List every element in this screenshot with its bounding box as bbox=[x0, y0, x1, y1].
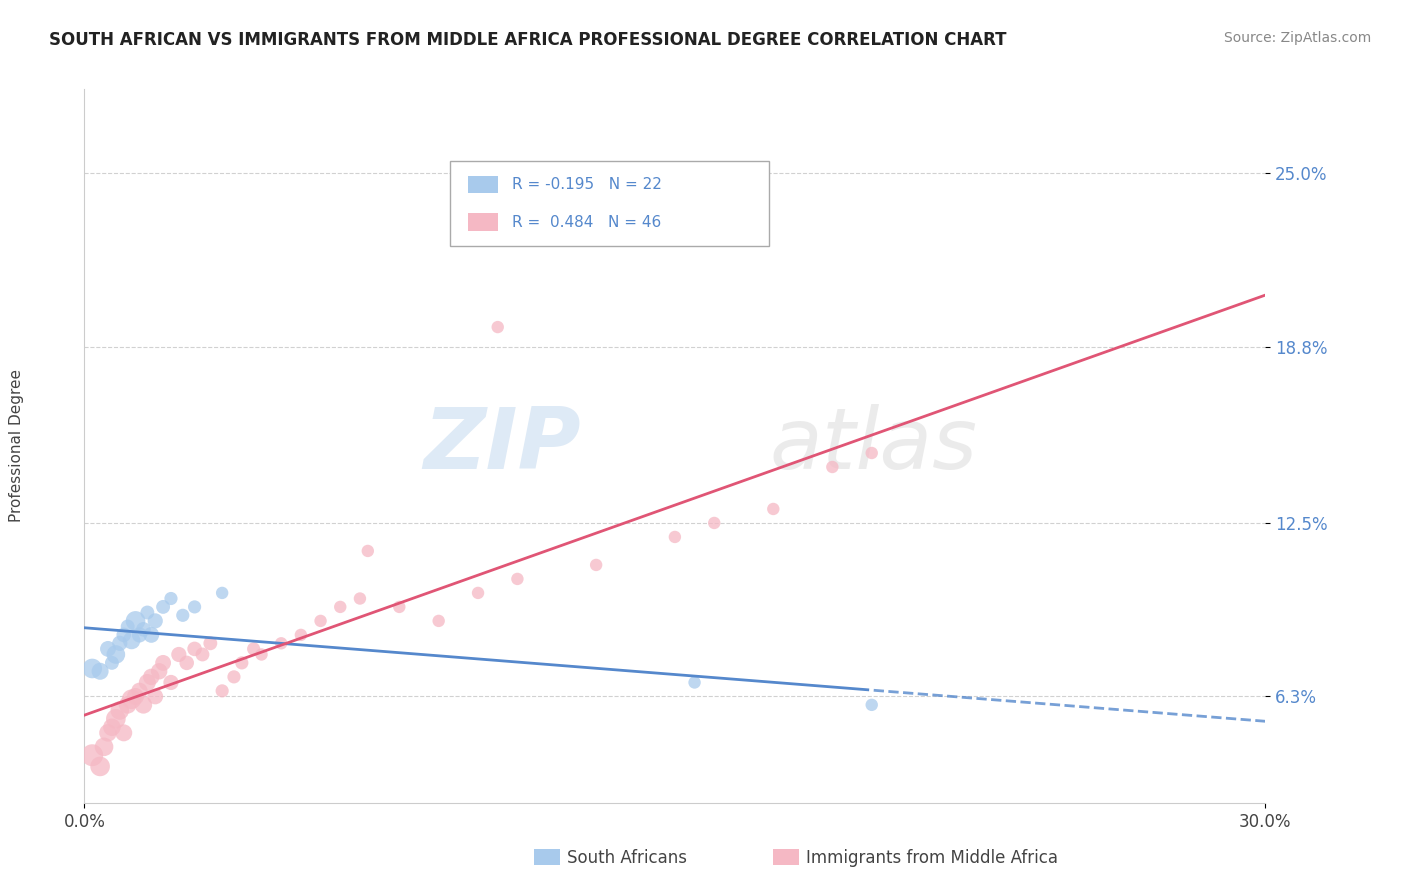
Point bbox=[128, 684, 150, 698]
Point bbox=[585, 558, 607, 572]
Point bbox=[143, 690, 166, 704]
Point bbox=[101, 720, 124, 734]
Point bbox=[172, 608, 194, 623]
Point bbox=[176, 656, 198, 670]
Point bbox=[143, 614, 166, 628]
Point bbox=[167, 648, 190, 662]
Point bbox=[141, 628, 163, 642]
Point bbox=[211, 586, 233, 600]
Point bbox=[124, 690, 146, 704]
Text: Source: ZipAtlas.com: Source: ZipAtlas.com bbox=[1223, 31, 1371, 45]
Point bbox=[117, 619, 139, 633]
Point bbox=[486, 320, 509, 334]
Point bbox=[97, 641, 120, 656]
Point bbox=[211, 684, 233, 698]
Point bbox=[136, 675, 159, 690]
Point bbox=[427, 614, 450, 628]
Text: SOUTH AFRICAN VS IMMIGRANTS FROM MIDDLE AFRICA PROFESSIONAL DEGREE CORRELATION C: SOUTH AFRICAN VS IMMIGRANTS FROM MIDDLE … bbox=[49, 31, 1007, 49]
Point bbox=[108, 636, 131, 650]
Point bbox=[93, 739, 115, 754]
Point bbox=[860, 698, 883, 712]
Point bbox=[160, 675, 183, 690]
Point bbox=[388, 599, 411, 614]
Point bbox=[664, 530, 686, 544]
Point bbox=[349, 591, 371, 606]
Point bbox=[309, 614, 332, 628]
Point bbox=[148, 665, 170, 679]
Point bbox=[183, 641, 205, 656]
Text: Professional Degree: Professional Degree bbox=[10, 369, 24, 523]
Point bbox=[104, 648, 127, 662]
Point bbox=[104, 712, 127, 726]
Text: South Africans: South Africans bbox=[567, 849, 686, 867]
Point bbox=[860, 446, 883, 460]
Point bbox=[97, 726, 120, 740]
Point bbox=[121, 633, 143, 648]
Point bbox=[89, 759, 111, 773]
Point bbox=[128, 628, 150, 642]
FancyBboxPatch shape bbox=[450, 161, 769, 246]
Point bbox=[231, 656, 253, 670]
Point bbox=[82, 661, 104, 675]
Point bbox=[183, 599, 205, 614]
Point bbox=[250, 648, 273, 662]
Point bbox=[762, 502, 785, 516]
Point bbox=[467, 586, 489, 600]
Point bbox=[108, 703, 131, 717]
Point bbox=[270, 636, 292, 650]
Point bbox=[222, 670, 245, 684]
Point bbox=[152, 599, 174, 614]
Point bbox=[703, 516, 725, 530]
Bar bbox=[468, 176, 498, 194]
Point bbox=[112, 628, 135, 642]
Text: atlas: atlas bbox=[769, 404, 977, 488]
Text: R = -0.195   N = 22: R = -0.195 N = 22 bbox=[512, 177, 662, 192]
Point bbox=[132, 698, 155, 712]
Point bbox=[200, 636, 222, 650]
Point bbox=[152, 656, 174, 670]
Point bbox=[112, 726, 135, 740]
Point bbox=[136, 606, 159, 620]
Text: R =  0.484   N = 46: R = 0.484 N = 46 bbox=[512, 215, 661, 230]
Point bbox=[101, 656, 124, 670]
Text: ZIP: ZIP bbox=[423, 404, 581, 488]
Point bbox=[357, 544, 380, 558]
Point bbox=[121, 692, 143, 706]
Point bbox=[290, 628, 312, 642]
Point bbox=[506, 572, 529, 586]
Point bbox=[329, 599, 352, 614]
Point bbox=[132, 622, 155, 636]
Bar bbox=[468, 213, 498, 231]
Point bbox=[117, 698, 139, 712]
Point bbox=[89, 665, 111, 679]
Text: Immigrants from Middle Africa: Immigrants from Middle Africa bbox=[806, 849, 1057, 867]
Point bbox=[821, 460, 844, 475]
Point bbox=[191, 648, 214, 662]
Point bbox=[141, 670, 163, 684]
Point bbox=[683, 675, 706, 690]
Point bbox=[160, 591, 183, 606]
Point bbox=[82, 748, 104, 763]
Point bbox=[124, 614, 146, 628]
Point bbox=[242, 641, 264, 656]
